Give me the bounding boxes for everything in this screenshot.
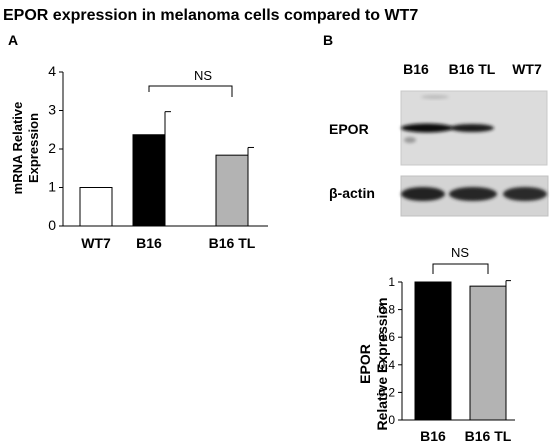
panel-b-ylabel-line2: Relative Expression <box>374 297 390 430</box>
chart-b-bar-b16 <box>414 281 452 421</box>
panel-b-significance: NS <box>432 245 489 274</box>
blot-lane-wt7: WT7 <box>512 61 542 77</box>
chart-b-ytick-label: 1 <box>388 275 395 289</box>
chart-a-ytick-label: 3 <box>48 102 56 118</box>
panel-b-ylabel: EPOR Relative Expression <box>357 297 390 430</box>
chart-a-category-label: B16 <box>136 235 162 251</box>
chart-b-bar-b16-tl <box>469 285 507 421</box>
panel-a-bracket <box>148 85 233 97</box>
chart-b-ytick-label: 0.2 <box>378 385 395 399</box>
panel-a-ylabel-line1: mRNA Relative <box>10 102 25 195</box>
chart-b-category-label: B16 TL <box>465 428 512 444</box>
chart-b-ytick-label: 0.6 <box>378 330 395 344</box>
blot-row-bactin: β-actin <box>329 185 375 201</box>
panel-a-ylabel-line2: Expression <box>26 113 41 183</box>
chart-a-ytick-label: 2 <box>48 140 56 156</box>
panel-a-ns-label: NS <box>194 68 212 83</box>
blot-row-epor: EPOR <box>329 121 369 137</box>
blot-lane-b16tl: B16 TL <box>449 61 496 77</box>
blot-lane-b16: B16 <box>403 61 429 77</box>
chart-a-category-label: B16 TL <box>209 235 256 251</box>
chart-a-ytick-label: 1 <box>48 179 56 195</box>
chart-b-ytick-label: 0.4 <box>378 358 395 372</box>
panel-a-significance: NS <box>148 68 233 97</box>
chart-b-category-label: B16 <box>420 428 446 444</box>
epor-blot-image <box>400 90 548 166</box>
chart-b-ytick-label: 0 <box>388 413 395 427</box>
panel-b-bracket <box>432 263 489 274</box>
panel-b-ns-label: NS <box>451 245 469 260</box>
figure-title: EPOR expression in melanoma cells compar… <box>3 7 418 24</box>
chart-a-bar-b16 <box>132 134 166 227</box>
bactin-blot-image <box>400 175 549 217</box>
chart-b-ytick-label: 0.8 <box>378 303 395 317</box>
chart-a-ytick-label: 0 <box>48 217 56 233</box>
chart-a: 0 1 2 3 4 WT7 B16 B16 TL <box>48 63 268 251</box>
panel-b-label: B <box>323 32 333 48</box>
chart-a-bar-b16-tl <box>215 154 249 227</box>
chart-b: 0 0.2 0.4 0.6 0.8 1 B16 B16 TL <box>378 275 515 444</box>
panel-a-label: A <box>8 32 18 48</box>
chart-a-category-label: WT7 <box>81 235 111 251</box>
panel-a-ylabel: mRNA Relative Expression <box>10 102 41 195</box>
chart-a-ytick-label: 4 <box>48 63 56 79</box>
chart-a-bar-wt7 <box>79 187 113 227</box>
panel-b-ylabel-line1: EPOR <box>357 344 373 384</box>
